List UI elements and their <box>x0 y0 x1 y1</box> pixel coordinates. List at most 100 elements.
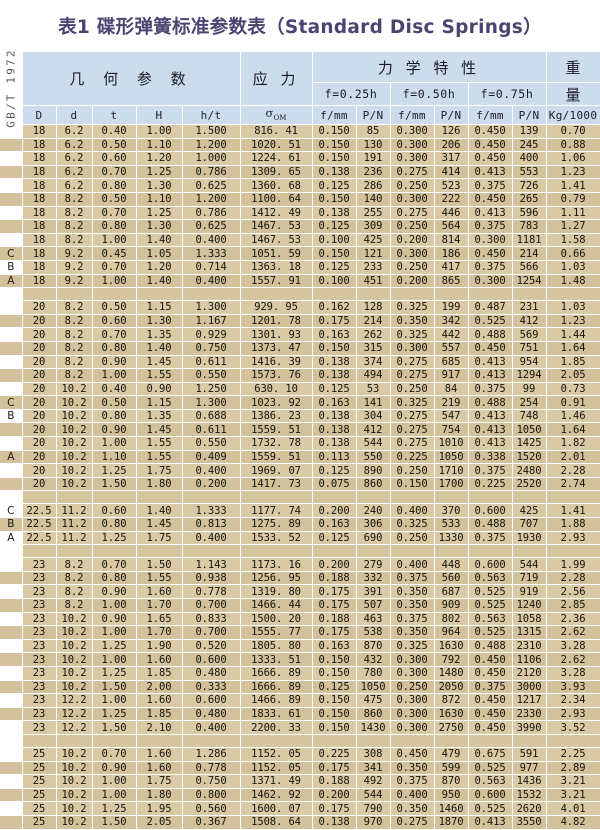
cell-p2: 222 <box>433 192 469 207</box>
table-row[interactable]: B 18 9.2 0.70 1.20 0.714 1363. 18 0.125 233 0.250… <box>0 260 600 275</box>
table-row[interactable]: 23 10.2 1.25 1.90 0.520 1805. 80 0.163 870 0.325… <box>0 639 600 654</box>
table-row[interactable]: 25 10.2 0.90 1.60 0.778 1152. 05 0.175 341 0.350… <box>0 761 600 776</box>
table-row[interactable]: 23 8.2 1.00 1.70 0.700 1466. 44 0.175 507 0.350 9… <box>0 598 600 613</box>
table-row[interactable]: 23 10.2 1.25 1.85 0.480 1666. 89 0.150 780 0.300… <box>0 666 600 681</box>
table-row[interactable]: B 20 10.2 0.80 1.35 0.688 1386. 23 0.138 304 0.27… <box>0 409 600 424</box>
table-row[interactable]: 25 10.2 1.00 1.80 0.800 1462. 92 0.200 544 0.400… <box>0 788 600 803</box>
cell-D: 20 <box>21 450 57 465</box>
cell-t: 1.00 <box>91 368 137 383</box>
table-row[interactable]: 25 10.2 1.50 2.05 0.367 1508. 64 0.138 970 0.275… <box>0 815 600 830</box>
cell-f1: 0.150 <box>311 138 357 153</box>
table-row[interactable]: 23 10.2 1.00 1.70 0.700 1555. 77 0.175 538 0.350… <box>0 625 600 640</box>
table-row[interactable]: 23 12.2 1.25 1.85 0.480 1833. 61 0.150 860 0.300… <box>0 707 600 722</box>
cell-D: 23 <box>21 571 57 586</box>
cell-d: 6.2 <box>55 165 93 180</box>
cell-h-over-t: 0.520 <box>181 639 241 654</box>
table-row[interactable]: 20 8.2 0.50 1.15 1.300 929. 95 0.162 128 0.325 19… <box>0 300 600 315</box>
table-row[interactable]: 23 8.2 0.80 1.55 0.938 1256. 95 0.188 332 0.375 5… <box>0 571 600 586</box>
table-row[interactable]: 20 8.2 0.60 1.30 1.167 1201. 78 0.175 214 0.350 3… <box>0 314 600 329</box>
table-row[interactable]: 20 8.2 0.80 1.40 0.750 1373. 47 0.150 315 0.300 5… <box>0 341 600 356</box>
cell-p2: 446 <box>433 206 469 221</box>
cell-p2: 1010 <box>433 436 469 451</box>
table-row[interactable]: 23 8.2 0.70 1.50 1.143 1173. 16 0.200 279 0.400 4… <box>0 557 600 572</box>
table-row[interactable]: 23 12.2 1.50 2.10 0.400 2200. 33 0.150 1430 0.30… <box>0 720 600 735</box>
cell-f2: 0.200 <box>389 274 435 289</box>
cell-d: 12.2 <box>55 720 93 735</box>
cell-t: 0.90 <box>91 612 137 627</box>
cell-f2: 0.275 <box>389 165 435 180</box>
table-row[interactable]: C 18 9.2 0.45 1.05 1.333 1051. 59 0.150 121 0.300… <box>0 246 600 261</box>
cell-t: 0.90 <box>91 355 137 370</box>
cell-D: 20 <box>21 422 57 438</box>
table-row[interactable]: 18 8.2 0.50 1.10 1.200 1100. 64 0.150 140 0.300 2… <box>0 192 600 207</box>
cell-D: 23 <box>21 693 57 708</box>
cell-p2: 599 <box>433 761 469 776</box>
table-row[interactable]: 18 6.2 0.50 1.10 1.200 1020. 51 0.150 130 0.300 2… <box>0 138 600 153</box>
table-row[interactable]: 20 8.2 1.00 1.55 0.550 1573. 76 0.138 494 0.275 9… <box>0 368 600 383</box>
cell-p2: 533 <box>433 517 469 532</box>
cell-f3: 0.450 <box>467 192 513 207</box>
table-row[interactable]: 18 6.2 0.40 1.00 1.500 816. 41 0.150 85 0.300 126… <box>0 124 600 139</box>
table-row[interactable]: C 22.5 11.2 0.60 1.40 1.333 1177. 74 0.200 240 0.… <box>0 503 600 519</box>
row-mark <box>0 436 23 451</box>
separator-cell <box>355 490 391 505</box>
table-row[interactable]: 20 10.2 1.50 1.80 0.200 1417. 73 0.075 860 0.150… <box>0 477 600 492</box>
table-row[interactable]: 23 10.2 1.50 2.00 0.333 1666. 89 0.125 1050 0.25… <box>0 680 600 695</box>
cell-t: 0.80 <box>91 178 137 193</box>
header-group-row: GB/T 1972 几 何 参 数 应 力 力 学 特 性 重 <box>0 48 600 128</box>
table-row[interactable]: 20 8.2 0.70 1.35 0.929 1301. 93 0.163 262 0.325 4… <box>0 327 600 342</box>
table-row[interactable]: 20 10.2 0.40 0.90 1.250 630. 10 0.125 53 0.250 84… <box>0 382 600 397</box>
cell-p3: 231 <box>511 300 547 315</box>
cell-h-over-t: 0.550 <box>181 368 241 383</box>
table-row[interactable]: 23 10.2 1.00 1.60 0.600 1333. 51 0.150 432 0.300… <box>0 652 600 667</box>
cell-H: 1.75 <box>135 531 183 546</box>
row-mark <box>0 747 23 762</box>
table-row[interactable]: B 22.5 11.2 0.80 1.45 0.813 1275. 89 0.163 306 0.… <box>0 517 600 532</box>
table-row[interactable]: 20 10.2 1.25 1.75 0.400 1969. 07 0.125 890 0.250… <box>0 463 600 478</box>
cell-f3: 0.600 <box>467 503 513 519</box>
table-row[interactable]: 18 8.2 1.00 1.40 0.400 1467. 53 0.100 425 0.200 8… <box>0 233 600 248</box>
cell-d: 10.2 <box>55 652 93 667</box>
cell-H: 2.05 <box>135 815 183 830</box>
cell-f3: 0.450 <box>467 707 513 722</box>
cell-weight: 1.82 <box>545 436 600 451</box>
table-row[interactable]: 25 10.2 0.70 1.60 1.286 1152. 05 0.225 308 0.450… <box>0 747 600 762</box>
cell-D: 18 <box>21 246 57 261</box>
cell-h-over-t: 1.300 <box>181 300 241 315</box>
cell-p1: 85 <box>355 124 391 139</box>
cell-t: 0.80 <box>91 409 137 424</box>
table-row[interactable]: 18 8.2 0.70 1.25 0.786 1412. 49 0.138 255 0.275 4… <box>0 206 600 221</box>
cell-weight: 2.93 <box>545 707 600 722</box>
cell-d: 11.2 <box>55 531 93 546</box>
separator-cell <box>135 490 183 505</box>
cell-f2: 0.350 <box>389 598 435 613</box>
cell-p2: 557 <box>433 341 469 356</box>
table-row[interactable]: 20 10.2 0.90 1.45 0.611 1559. 51 0.138 412 0.275… <box>0 422 600 438</box>
table-row[interactable]: 20 10.2 1.00 1.55 0.550 1732. 78 0.138 544 0.275… <box>0 436 600 451</box>
cell-p2: 802 <box>433 612 469 627</box>
cell-weight: 1.23 <box>545 165 600 180</box>
cell-sigma: 1600. 07 <box>239 801 313 816</box>
table-row[interactable]: A 22.5 11.2 1.25 1.75 0.400 1533. 52 0.125 690 0.… <box>0 531 600 546</box>
table-row[interactable]: 23 8.2 0.90 1.60 0.778 1319. 80 0.175 391 0.350 6… <box>0 584 600 599</box>
table-row[interactable]: 18 8.2 0.80 1.30 0.625 1467. 53 0.125 309 0.250 5… <box>0 219 600 234</box>
row-mark <box>0 300 23 315</box>
table-row[interactable]: 18 6.2 0.60 1.20 1.000 1224. 61 0.150 191 0.300 3… <box>0 151 600 166</box>
table-row[interactable]: 20 8.2 0.90 1.45 0.611 1416. 39 0.138 374 0.275 6… <box>0 355 600 370</box>
table-row[interactable]: 25 10.2 1.00 1.75 0.750 1371. 49 0.188 492 0.375… <box>0 774 600 789</box>
row-mark <box>0 327 23 342</box>
table-row[interactable]: 25 10.2 1.25 1.95 0.560 1600. 07 0.175 790 0.350… <box>0 801 600 816</box>
table-row[interactable]: 18 6.2 0.80 1.30 0.625 1360. 68 0.125 286 0.250 5… <box>0 178 600 193</box>
row-mark: B <box>0 409 23 424</box>
table-row[interactable]: 23 12.2 1.00 1.60 0.600 1466. 89 0.150 475 0.300… <box>0 693 600 708</box>
cell-p1: 412 <box>355 422 391 438</box>
cell-weight: 1.23 <box>545 314 600 329</box>
table-row[interactable]: A 20 10.2 1.10 1.55 0.409 1559. 51 0.113 550 0.22… <box>0 450 600 465</box>
table-row[interactable]: A 18 9.2 1.00 1.40 0.400 1557. 91 0.100 451 0.200… <box>0 274 600 289</box>
table-row[interactable]: 23 10.2 0.90 1.65 0.833 1500. 20 0.188 463 0.375… <box>0 612 600 627</box>
cell-f3: 0.375 <box>467 680 513 695</box>
cell-sigma: 1309. 65 <box>239 165 313 180</box>
table-row[interactable]: 18 6.2 0.70 1.25 0.786 1309. 65 0.138 236 0.275 4… <box>0 165 600 180</box>
header-f050: f=0.50h <box>389 82 469 106</box>
table-row[interactable]: C 20 10.2 0.50 1.15 1.300 1023. 92 0.163 141 0.32… <box>0 395 600 410</box>
